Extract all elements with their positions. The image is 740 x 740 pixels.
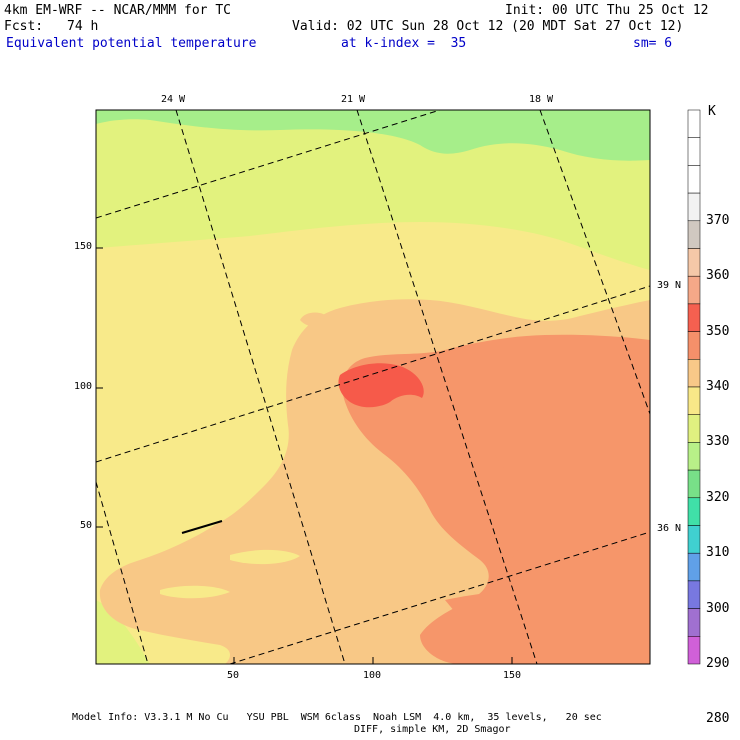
meridian-27w xyxy=(96,481,149,664)
colorbar-swatch xyxy=(687,137,701,166)
field-name: Equivalent potential temperature xyxy=(6,36,257,51)
colorbar-swatch xyxy=(687,109,701,138)
graticule xyxy=(96,110,650,664)
longitude-label: 24 W xyxy=(161,94,186,105)
longitude-label: 21 W xyxy=(341,94,366,105)
colorbar xyxy=(687,109,701,665)
colorbar-swatch xyxy=(687,525,701,554)
colorbar-swatch xyxy=(687,331,701,360)
colorbar-swatch xyxy=(687,192,701,222)
contour-320-southwest xyxy=(96,600,150,664)
colorbar-swatch xyxy=(687,608,701,637)
parallel-42n xyxy=(96,110,441,219)
colorbar-swatch xyxy=(687,248,701,277)
colorbar-label: 290 xyxy=(706,656,730,671)
valid-time: Valid: 02 UTC Sun 28 Oct 12 (20 MDT Sat … xyxy=(292,19,684,34)
colorbar-swatch xyxy=(687,414,701,443)
colorbar-label: 330 xyxy=(706,434,730,450)
contour-335-band xyxy=(445,591,520,612)
contour-320-patch xyxy=(160,585,230,599)
smoothing-info: sm= 6 xyxy=(633,36,673,51)
y-tick-label: 100 xyxy=(74,381,93,392)
colorbar-swatch xyxy=(687,359,701,388)
contour-340 xyxy=(338,363,424,408)
theta-e-field xyxy=(96,110,650,664)
colorbar-label: 360 xyxy=(706,268,730,284)
latitude-label: 39 N xyxy=(657,280,682,291)
colorbar-swatch xyxy=(687,636,701,665)
contour-330-patch xyxy=(300,312,330,327)
colorbar-label: 340 xyxy=(706,379,730,394)
y-tick-label: 150 xyxy=(74,241,93,252)
x-tick-label: 150 xyxy=(503,670,522,681)
colorbar-swatch xyxy=(687,442,701,471)
colorbar-swatch xyxy=(687,469,701,499)
colorbar-unit: K xyxy=(708,104,716,119)
colorbar-label: 300 xyxy=(706,600,730,616)
forecast-label: Fcst: xyxy=(4,19,44,34)
colorbar-swatch xyxy=(687,386,701,415)
contour-310 xyxy=(96,110,650,161)
init-time: Init: 00 UTC Thu 25 Oct 12 xyxy=(505,3,709,18)
level-info: at k-index = 35 xyxy=(341,36,467,51)
colorbar-swatch xyxy=(687,220,701,249)
contour-320-north xyxy=(96,110,650,270)
colorbar-swatch xyxy=(687,275,701,305)
model-title: 4km EM-WRF -- NCAR/MMM for TC xyxy=(4,3,231,18)
colorbar-swatch xyxy=(687,497,701,526)
colorbar-label: 350 xyxy=(706,323,730,339)
meridian-21w xyxy=(356,110,538,664)
colorbar-swatch xyxy=(687,580,701,609)
model-info-physics: DIFF, simple KM, 2D Smagor xyxy=(354,724,511,735)
model-info: Model Info: V3.3.1 M No Cu YSU PBL WSM 6… xyxy=(72,712,602,723)
parallel-39n xyxy=(96,285,650,463)
colorbar-swatch xyxy=(687,165,701,194)
parallel-36n xyxy=(229,531,650,664)
x-tick-label: 50 xyxy=(227,670,240,681)
axis-ticks xyxy=(96,247,513,664)
contour-335-band xyxy=(492,455,526,560)
contour-330-patch xyxy=(540,322,620,336)
meridian-24w xyxy=(175,110,346,664)
colorbar-label: 280 xyxy=(706,711,730,727)
colorbar-label: 310 xyxy=(706,545,730,561)
longitude-label: 18 W xyxy=(529,94,554,105)
colorbar-label: 370 xyxy=(706,212,730,228)
meridian-18w xyxy=(539,110,650,415)
forecast-hour: 74 h xyxy=(67,19,99,34)
colorbar-label: 320 xyxy=(706,489,730,505)
latitude-label: 36 N xyxy=(657,523,682,534)
x-tick-label: 100 xyxy=(363,670,382,681)
contour-320-patch xyxy=(230,549,300,565)
solid-segment xyxy=(181,520,223,534)
colorbar-swatch xyxy=(687,552,701,582)
y-tick-label: 50 xyxy=(80,520,93,531)
colorbar-swatch xyxy=(687,303,701,332)
